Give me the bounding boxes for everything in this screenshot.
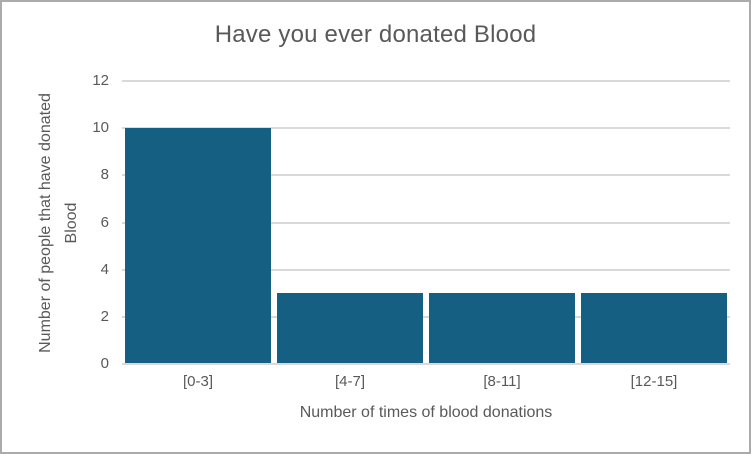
bar-[8-11] [429,293,575,364]
x-category-label-[0-3]: [0-3] [182,373,213,390]
x-axis-line [122,363,730,365]
gridline-y4 [122,268,730,271]
y-tick-label-2: 2 [100,308,109,325]
y-tick-label-0: 0 [100,355,109,372]
bar-[4-7] [277,293,423,364]
gridline-y12 [122,80,730,82]
y-tick-label-8: 8 [100,166,109,183]
x-category-label-[12-15]: [12-15] [630,373,678,390]
y-tick-label-10: 10 [92,119,109,136]
y-tick-label-12: 12 [92,72,109,89]
plot-area [122,80,730,365]
y-axis-title-line1: Number of people that have donated [37,92,54,353]
x-category-label-[8-11]: [8-11] [483,373,521,390]
bar-[12-15] [581,293,727,364]
x-category-label-[4-7]: [4-7] [334,373,365,390]
bar-[0-3] [125,128,271,364]
x-axis-title: Number of times of blood donations [299,404,553,421]
gridline-y6 [122,221,730,224]
y-tick-label-6: 6 [100,214,109,231]
gridline-y10 [122,127,730,130]
y-tick-label-4: 4 [100,261,109,278]
gridline-y8 [122,174,730,177]
gridline-y2 [122,315,730,318]
chart-title: Have you ever donated Blood [214,21,537,48]
